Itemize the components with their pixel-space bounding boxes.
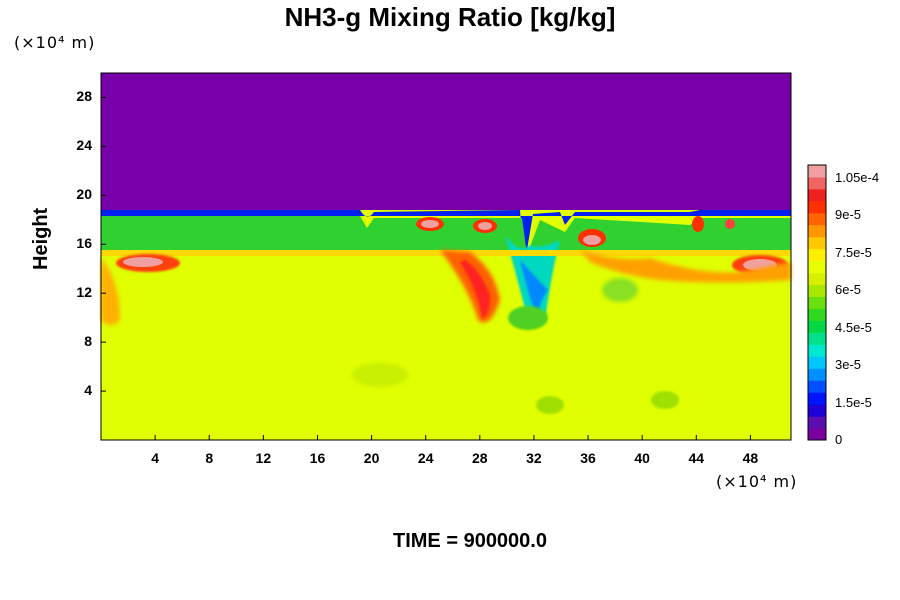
colorbar-swatch bbox=[808, 380, 826, 393]
field-green-layer bbox=[101, 216, 791, 255]
x-tick-label: 36 bbox=[580, 450, 596, 466]
field-blob-mid-peak bbox=[478, 222, 492, 230]
colorbar-swatch bbox=[808, 428, 826, 441]
colorbar-swatch bbox=[808, 224, 826, 238]
colorbar-frame bbox=[807, 164, 827, 441]
field-green-patch-b bbox=[602, 278, 638, 302]
field-green-patch-c bbox=[352, 363, 408, 387]
x-tick-label: 44 bbox=[688, 450, 705, 466]
colorbar-swatch bbox=[808, 344, 826, 357]
field-interface-band bbox=[101, 210, 791, 250]
colorbar-label: 7.5e-5 bbox=[835, 244, 872, 260]
x-tick-label: 4 bbox=[151, 450, 159, 466]
colorbar-swatch bbox=[808, 188, 826, 202]
colorbar-swatch bbox=[808, 284, 826, 298]
x-tick-label: 32 bbox=[526, 450, 542, 466]
field-blob-small-a bbox=[692, 216, 704, 232]
y-tick-label: 12 bbox=[76, 284, 92, 301]
field-upper-region bbox=[101, 73, 791, 210]
colorbar-label: 6e-5 bbox=[835, 282, 862, 297]
y-tick-label: 28 bbox=[76, 88, 92, 105]
field-red-plume bbox=[460, 260, 490, 318]
colorbar-label: 9e-5 bbox=[835, 207, 862, 222]
field-blob-left-peak bbox=[123, 257, 163, 267]
x-tick-label: 16 bbox=[309, 450, 326, 466]
colorbar-swatch bbox=[808, 320, 826, 333]
colorbar-swatch bbox=[808, 212, 826, 226]
chart-title: NH3-g Mixing Ratio [kg/kg] bbox=[284, 2, 616, 32]
colorbar-swatch bbox=[808, 332, 826, 345]
colorbar-swatch bbox=[808, 272, 826, 286]
x-tick-label: 28 bbox=[472, 450, 488, 466]
colorbar-swatch bbox=[808, 296, 826, 309]
colorbar bbox=[807, 164, 827, 441]
y-tick-label: 20 bbox=[76, 186, 92, 203]
plot-frame bbox=[100, 72, 792, 441]
x-unit-label: (×10⁴ m) bbox=[716, 472, 798, 491]
colorbar-swatch bbox=[808, 165, 826, 178]
colorbar-swatch bbox=[808, 308, 826, 321]
field-green-patch-e bbox=[651, 391, 679, 409]
x-tick-label: 20 bbox=[363, 450, 380, 466]
field-green-patch-d bbox=[536, 396, 564, 414]
colorbar-label: 4.5e-5 bbox=[835, 319, 872, 335]
field-orange-right bbox=[580, 250, 791, 283]
field-left-edge bbox=[101, 258, 120, 325]
heatmap-field bbox=[101, 73, 791, 440]
colorbar-swatch bbox=[808, 392, 826, 405]
colorbar-label: 1.05e-4 bbox=[835, 169, 880, 185]
field-blob-right-mid-peak bbox=[583, 235, 601, 245]
colorbar-swatch bbox=[808, 200, 826, 214]
axis-ticks bbox=[101, 96, 751, 440]
y-tick-label: 24 bbox=[76, 137, 92, 154]
colorbar-label: 3e-5 bbox=[835, 357, 862, 372]
field-blue-plume bbox=[520, 260, 548, 318]
colorbar-label: 1.5e-5 bbox=[835, 394, 872, 410]
x-tick-label: 40 bbox=[634, 450, 650, 466]
field-blob-small-b bbox=[725, 219, 735, 229]
y-tick-label: 16 bbox=[76, 235, 92, 252]
colorbar-swatch bbox=[808, 404, 826, 417]
colorbar-swatch bbox=[808, 248, 826, 262]
colorbar-swatch bbox=[808, 176, 826, 190]
time-label: TIME = 900000.0 bbox=[393, 530, 547, 552]
x-tick-label: 24 bbox=[417, 450, 434, 466]
y-unit-label: (×10⁴ m) bbox=[14, 33, 96, 52]
field-green-patch-a bbox=[508, 306, 548, 330]
colorbar-swatch bbox=[808, 356, 826, 369]
colorbar-swatch bbox=[808, 260, 826, 274]
y-tick-label: 8 bbox=[84, 333, 92, 350]
colorbar-label: 0 bbox=[835, 432, 843, 447]
colorbar-swatch bbox=[808, 368, 826, 381]
field-blob-upper-peak bbox=[421, 220, 439, 228]
colorbar-swatch bbox=[808, 236, 826, 250]
colorbar-swatch bbox=[808, 416, 826, 429]
x-tick-label: 48 bbox=[742, 450, 759, 466]
y-tick-label: 4 bbox=[84, 382, 92, 399]
x-tick-label: 8 bbox=[205, 450, 214, 466]
x-tick-label: 12 bbox=[255, 450, 272, 466]
